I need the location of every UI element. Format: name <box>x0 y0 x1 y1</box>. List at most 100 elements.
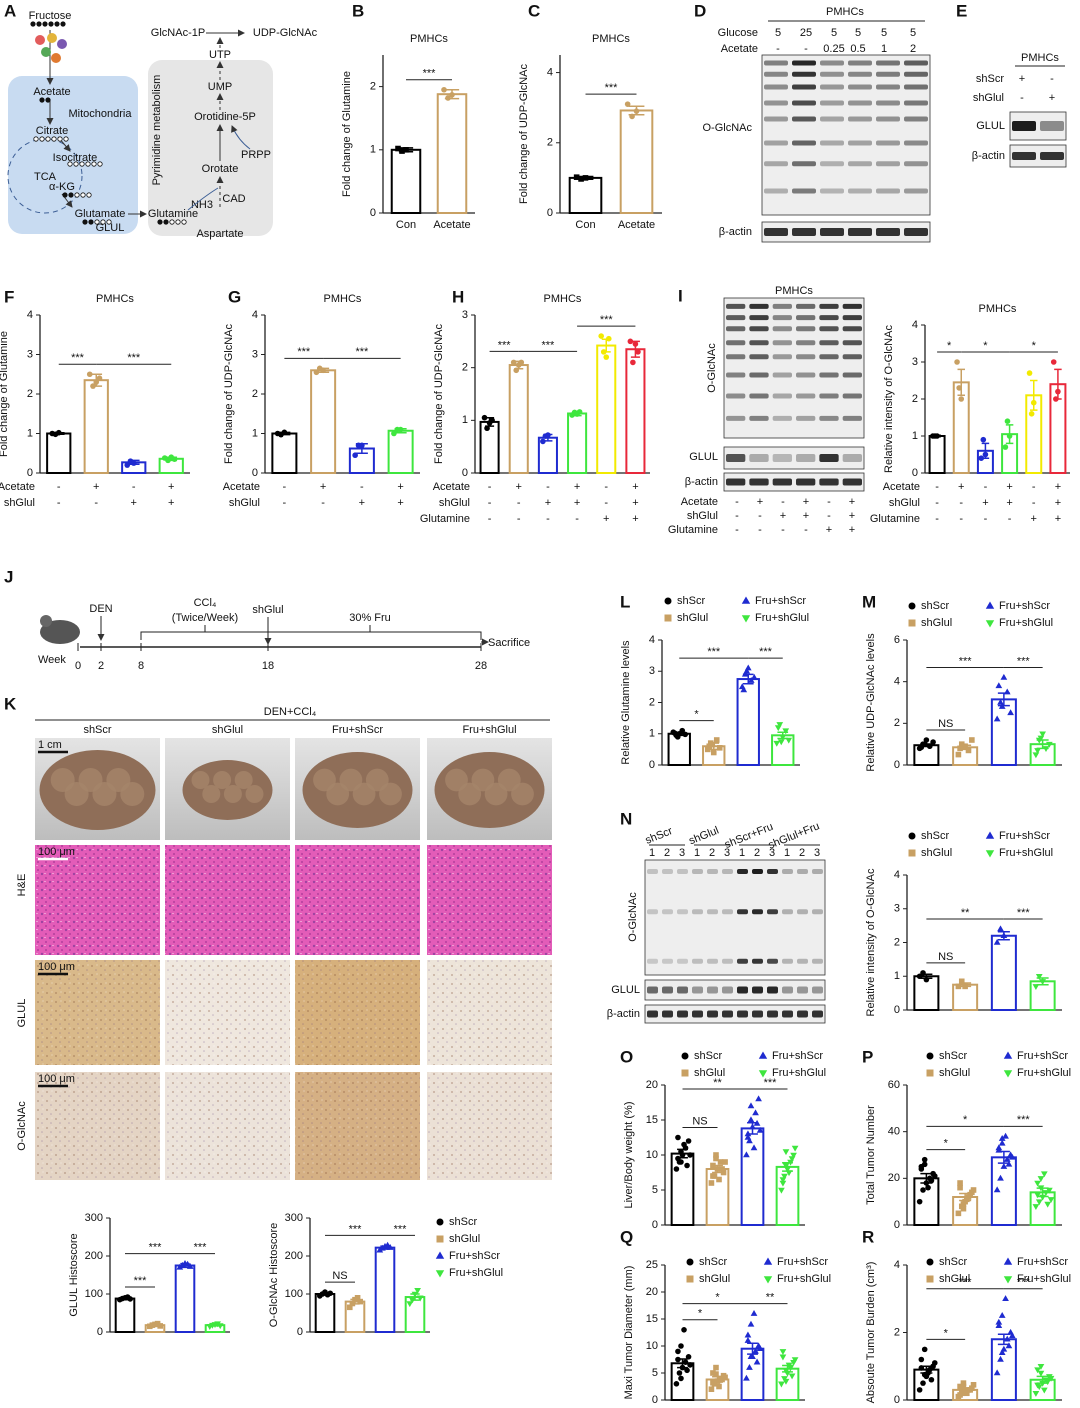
blot-band <box>848 100 872 106</box>
band-label: β-actin <box>972 150 1005 162</box>
lane-number: 2 <box>754 847 760 859</box>
data-point <box>722 1159 728 1165</box>
y-tick-label: 2 <box>894 936 900 948</box>
data-point <box>774 725 782 732</box>
data-point <box>678 1375 684 1382</box>
condition-value: + <box>168 497 174 509</box>
legend-label: shGlul <box>449 1233 480 1245</box>
y-tick-label: 2 <box>912 393 918 405</box>
legend-marker <box>664 597 672 605</box>
condition-value: + <box>1055 481 1061 493</box>
blot-band <box>820 228 844 236</box>
data-point <box>1034 1367 1041 1374</box>
data-point <box>993 1186 1001 1193</box>
legend-label: shScr <box>449 1216 477 1228</box>
data-point <box>747 1102 755 1109</box>
significance-label: *** <box>541 339 555 351</box>
data-point <box>791 1145 799 1152</box>
data-point <box>960 1205 967 1212</box>
data-point <box>1037 1176 1045 1182</box>
data-point <box>489 417 495 424</box>
condition-value: + <box>1049 92 1055 104</box>
data-point <box>746 1137 753 1144</box>
carbon-dot <box>45 97 51 103</box>
data-point <box>354 1295 361 1301</box>
blot-band <box>796 454 816 462</box>
blot-band <box>707 986 718 994</box>
timeline-label: Sacrifice <box>488 637 530 649</box>
scale-bar-label: 100 μm <box>38 1073 75 1085</box>
ihc-texture <box>165 1072 290 1180</box>
condition-label: shGlul <box>439 497 470 509</box>
liver-nodule <box>245 785 264 803</box>
data-point <box>779 1180 787 1187</box>
significance-label: * <box>944 1138 949 1150</box>
y-tick-label: 4 <box>252 309 258 321</box>
y-axis-label: Fold change of UDP-GlcNAc <box>223 324 235 464</box>
panel-letter: I <box>678 286 683 305</box>
diagram-node: GLUL <box>96 222 125 234</box>
data-point <box>684 1162 690 1169</box>
liver-nodule <box>379 782 402 806</box>
blot-title: PMHCs <box>1021 52 1059 64</box>
tca-cycle <box>7 138 83 214</box>
blot-band <box>796 393 816 399</box>
legend-marker <box>681 1069 689 1077</box>
pyrimidine-box <box>148 60 273 236</box>
legend-label: Fru+shScr <box>1017 1256 1068 1268</box>
data-point <box>1040 1387 1048 1394</box>
condition-value: + <box>826 524 832 536</box>
significance-label: NS <box>692 1115 707 1127</box>
blot-band <box>797 909 808 915</box>
data-point <box>928 1376 935 1383</box>
data-point <box>582 175 589 181</box>
bar <box>625 348 646 475</box>
data-point <box>630 359 636 366</box>
data-point <box>921 1161 928 1168</box>
data-point <box>55 429 62 436</box>
lane-number: 1 <box>694 847 700 859</box>
data-point <box>1035 974 1043 980</box>
data-point <box>713 737 720 743</box>
data-point <box>747 1320 755 1327</box>
panel-letter: C <box>528 1 540 20</box>
data-point <box>958 978 965 985</box>
data-point <box>995 1322 1003 1328</box>
bar <box>374 1246 396 1334</box>
y-tick-label: 4 <box>912 319 918 331</box>
data-point <box>746 1363 753 1370</box>
data-point <box>920 1380 926 1386</box>
blot-band <box>848 71 872 77</box>
condition-value: + <box>1006 481 1012 493</box>
y-tick-label: 1 <box>912 430 918 442</box>
band-label: O-GlcNAc <box>706 343 718 393</box>
diagram-node: Fructose <box>29 10 72 22</box>
data-point <box>782 1368 790 1374</box>
condition-value: + <box>958 481 964 493</box>
carbon-dot <box>85 161 91 167</box>
carbon-dot <box>157 219 163 225</box>
data-point <box>395 145 401 152</box>
y-axis-label: Fold change of UDP-GlcNAc <box>518 64 530 204</box>
data-point <box>791 1357 799 1364</box>
legend-marker <box>686 1258 694 1266</box>
significance-label: * <box>694 709 699 721</box>
data-point <box>710 1173 716 1179</box>
y-axis-label: Absoute Tumor Burden (cm³) <box>865 1262 877 1404</box>
diagram-node: Mitochondria <box>69 108 133 120</box>
column-label: shScr <box>83 724 111 736</box>
data-point <box>978 455 985 462</box>
diagram-node: α-KG <box>49 181 75 193</box>
y-tick-label: 300 <box>285 1212 303 1224</box>
data-point <box>403 147 409 153</box>
error-bar <box>957 368 965 397</box>
blot-band <box>752 869 763 874</box>
legend-label: Fru+shScr <box>1017 1050 1068 1062</box>
data-point <box>406 1301 414 1308</box>
data-point <box>635 349 641 355</box>
ihc-texture <box>295 1072 420 1180</box>
blot-band <box>819 303 839 309</box>
y-tick-label: 0 <box>894 1394 900 1406</box>
bar <box>596 344 617 474</box>
